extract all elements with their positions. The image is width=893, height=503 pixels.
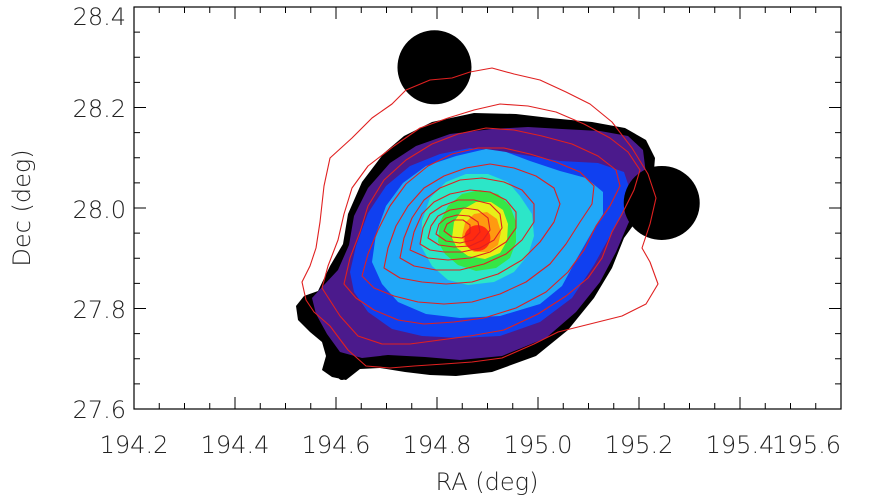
x-tick-label: 195.6 bbox=[772, 431, 841, 459]
line-contour bbox=[443, 219, 471, 239]
y-tick-labels: 27.6 27.8 28.0 28.2 28.4 bbox=[73, 3, 126, 424]
line-contour bbox=[321, 103, 641, 345]
line-contour bbox=[343, 127, 621, 325]
axis-ticks bbox=[133, 6, 842, 410]
y-tick-label: 28.2 bbox=[73, 95, 126, 123]
point-source bbox=[397, 30, 472, 105]
y-tick-label: 27.6 bbox=[73, 396, 126, 424]
filled-contour-speck bbox=[338, 372, 346, 380]
x-tick-label: 195.0 bbox=[504, 431, 573, 459]
line-contours bbox=[301, 67, 659, 369]
filled-contours bbox=[296, 113, 655, 380]
line-contour bbox=[301, 67, 659, 369]
filled-contour-speck bbox=[348, 366, 354, 372]
y-tick-label: 27.8 bbox=[73, 296, 126, 324]
x-tick-labels: 194.2 194.4 194.6 194.8 195.0 195.2 195.… bbox=[100, 431, 841, 459]
x-tick-label: 194.6 bbox=[302, 431, 371, 459]
x-tick-label: 194.4 bbox=[201, 431, 270, 459]
x-axis-label: RA (deg) bbox=[436, 468, 539, 496]
x-tick-label: 194.8 bbox=[403, 431, 472, 459]
y-tick-label: 28.0 bbox=[73, 196, 126, 224]
line-contour bbox=[419, 199, 503, 253]
line-contour bbox=[399, 177, 535, 271]
y-axis-label: Dec (deg) bbox=[8, 149, 36, 266]
x-tick-label: 194.2 bbox=[100, 431, 169, 459]
line-contour bbox=[361, 147, 595, 305]
x-tick-label: 195.4 bbox=[706, 431, 775, 459]
y-tick-label: 28.4 bbox=[73, 3, 126, 31]
line-contour bbox=[427, 207, 491, 248]
filled-contour-peak bbox=[464, 225, 491, 252]
line-contour bbox=[409, 189, 517, 261]
line-contour bbox=[383, 163, 561, 285]
x-tick-label: 195.2 bbox=[605, 431, 674, 459]
point-source bbox=[623, 165, 700, 240]
line-contour bbox=[435, 214, 481, 244]
